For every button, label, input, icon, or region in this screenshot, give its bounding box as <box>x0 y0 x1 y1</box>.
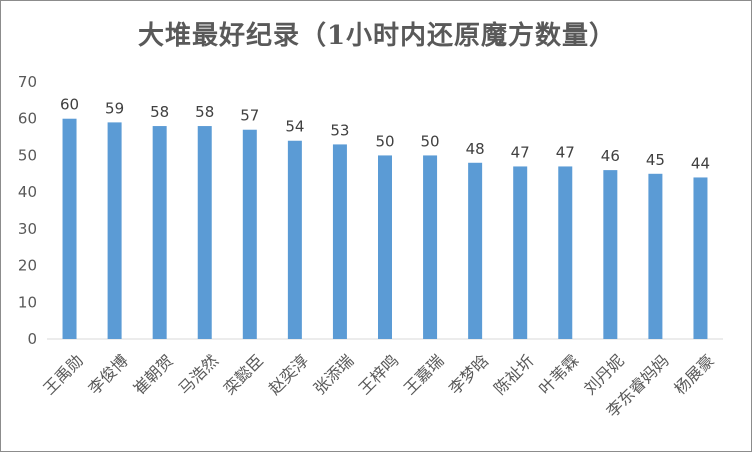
data-label: 47 <box>511 143 530 161</box>
bar <box>513 166 528 339</box>
bar <box>558 166 573 339</box>
bar <box>332 144 347 339</box>
category-label: 王嘉瑞 <box>400 351 447 398</box>
y-tick-label: 0 <box>27 330 37 348</box>
category-label: 马浩然 <box>175 351 222 398</box>
data-label: 44 <box>691 154 710 172</box>
chart-title: 大堆最好纪录（1小时内还原魔方数量） <box>137 21 617 51</box>
data-label: 50 <box>375 132 394 150</box>
data-label: 53 <box>330 121 349 139</box>
y-tick-label: 60 <box>18 110 37 128</box>
bar <box>107 122 122 339</box>
data-label: 47 <box>556 143 575 161</box>
bar <box>378 155 392 339</box>
data-label: 60 <box>60 96 79 114</box>
data-label: 54 <box>285 118 304 136</box>
y-tick-label: 40 <box>18 183 37 201</box>
category-label: 杨展豪 <box>670 351 717 398</box>
bar <box>62 118 77 339</box>
bar <box>423 155 438 339</box>
category-label: 陈祉圻 <box>490 351 537 398</box>
data-labels: 60 59 58 58 57 54 53 50 50 48 47 47 46 45 44 <box>60 96 710 173</box>
data-label: 59 <box>105 99 124 117</box>
data-label: 45 <box>646 151 665 169</box>
bar <box>242 129 257 339</box>
y-tick-label: 10 <box>18 293 37 311</box>
bars <box>62 118 708 339</box>
data-label: 57 <box>240 107 259 125</box>
data-label: 50 <box>421 132 440 150</box>
category-label: 李俊博 <box>85 351 132 398</box>
category-label: 栾懿臣 <box>220 351 267 398</box>
y-tick-label: 50 <box>18 146 37 164</box>
category-label: 王禹勋 <box>39 351 86 398</box>
bar <box>648 173 663 339</box>
bar <box>197 126 212 339</box>
y-tick-label: 20 <box>18 257 37 275</box>
bar <box>693 177 708 339</box>
data-label: 58 <box>150 103 169 121</box>
bar <box>603 170 618 339</box>
data-label: 48 <box>466 140 485 158</box>
category-label: 王梓鸣 <box>355 351 402 398</box>
y-tick-label: 70 <box>18 73 37 91</box>
y-axis: 0 10 20 30 40 50 60 70 <box>18 73 37 348</box>
bar <box>468 162 483 339</box>
category-label: 张添瑞 <box>310 351 357 398</box>
data-label: 58 <box>195 103 214 121</box>
category-label: 叶苇霖 <box>535 351 582 398</box>
category-label: 崔朝贺 <box>130 351 177 398</box>
data-label: 46 <box>601 147 620 165</box>
category-labels: 王禹勋李俊博崔朝贺马浩然栾懿臣赵奕淳张添瑞王梓鸣王嘉瑞李梦晗陈祉圻叶苇霖刘丹妮李… <box>39 351 717 421</box>
y-tick-label: 30 <box>18 220 37 238</box>
category-label: 李梦晗 <box>445 351 492 398</box>
category-label: 赵奕淳 <box>265 351 312 398</box>
bar <box>152 126 167 339</box>
bar <box>287 140 302 339</box>
